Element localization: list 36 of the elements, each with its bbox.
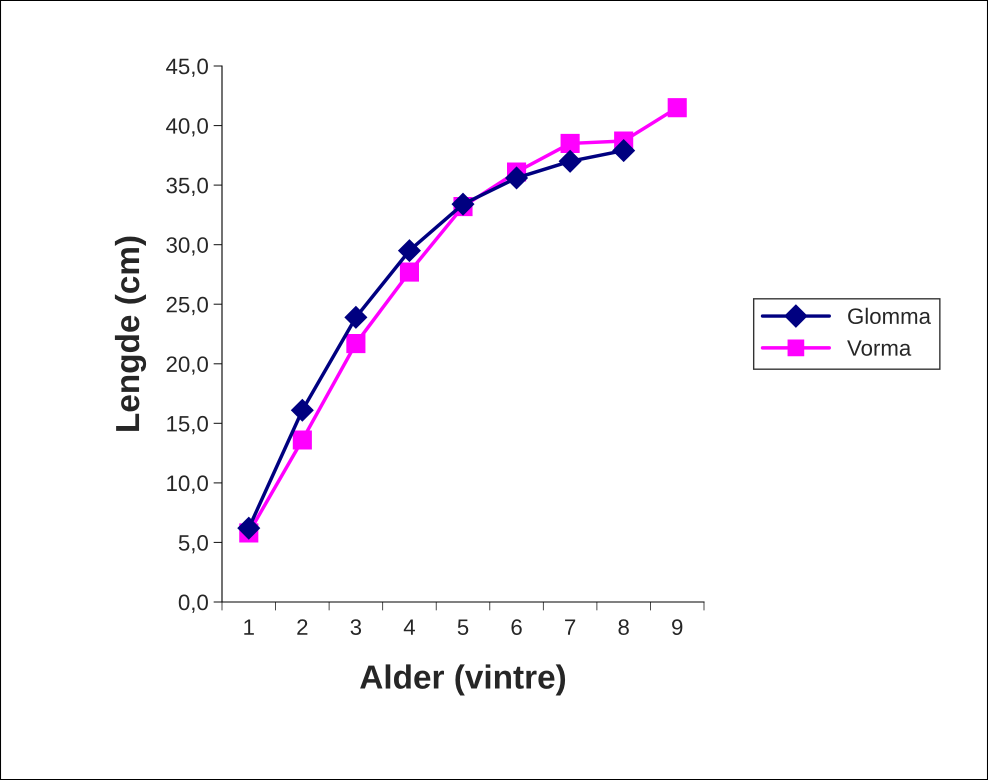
x-axis-title: Alder (vintre) — [360, 664, 566, 696]
y-tick-label: 20,0 — [166, 356, 208, 375]
x-tick-label: 7 — [565, 619, 576, 635]
y-tick-label: 30,0 — [166, 237, 208, 256]
point — [291, 398, 314, 422]
x-tick-label: 3 — [350, 619, 362, 635]
x-tick-label: 2 — [297, 619, 308, 635]
y-tick-label: 10,0 — [167, 475, 208, 494]
y-tick-label: 25,0 — [166, 296, 208, 316]
x-tick-label: 8 — [618, 619, 629, 635]
point — [668, 98, 687, 118]
point — [292, 430, 312, 450]
y-tick-label: 35,0 — [166, 178, 208, 196]
point — [398, 239, 421, 262]
point — [558, 150, 582, 173]
point — [237, 516, 260, 540]
x-tick-label: 4 — [404, 619, 415, 635]
y-tick-label: 5,0 — [178, 534, 208, 554]
y-tick-label: 45,0 — [166, 58, 208, 77]
legend-label: Vorma — [847, 340, 912, 356]
x-tick-label: 6 — [512, 619, 522, 635]
x-tick-label: 1 — [244, 619, 254, 635]
y-axis-title: Lengde (cm) — [114, 236, 146, 431]
point — [560, 134, 580, 153]
y-tick-label: 15,0 — [167, 416, 208, 434]
x-tick-label: 5 — [458, 619, 468, 635]
legend-label: Glomma — [848, 308, 931, 324]
y-tick-label: 40,0 — [166, 118, 208, 136]
x-tick-label: 9 — [672, 619, 682, 635]
point — [505, 166, 528, 190]
point — [346, 334, 366, 354]
point — [612, 139, 635, 162]
point — [344, 306, 368, 329]
point — [452, 192, 474, 216]
y-tick-label: 0,0 — [178, 594, 208, 613]
point — [400, 262, 419, 282]
